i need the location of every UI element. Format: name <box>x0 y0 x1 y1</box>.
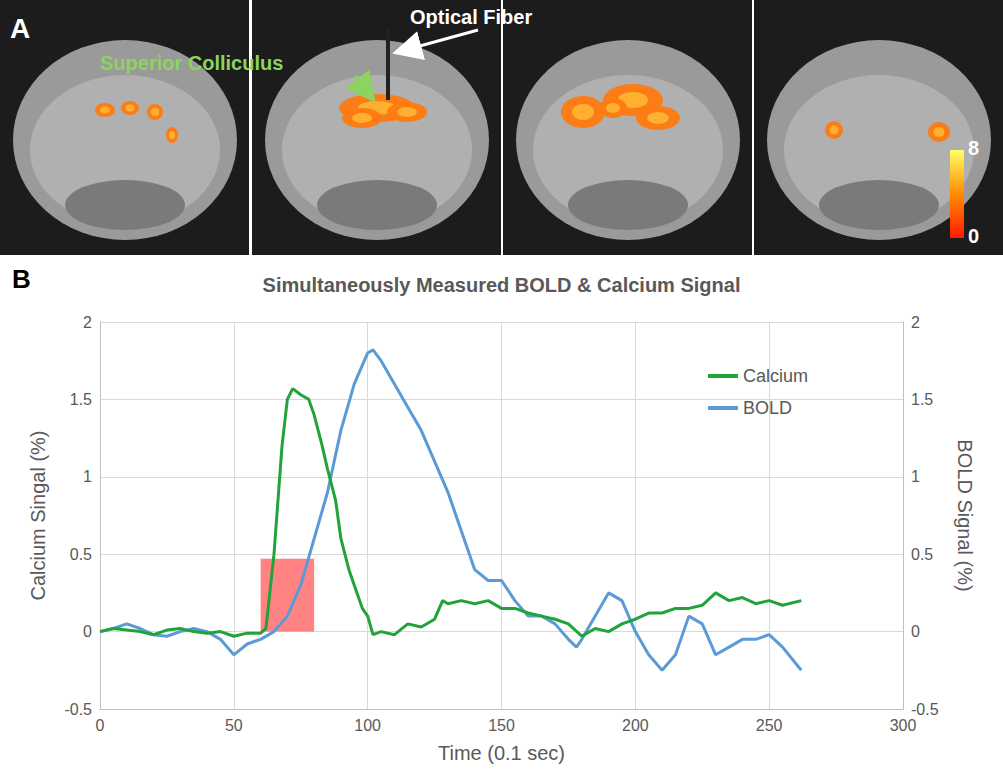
svg-text:0: 0 <box>911 623 920 640</box>
svg-text:200: 200 <box>622 717 649 734</box>
svg-text:Optical Fiber: Optical Fiber <box>410 6 532 28</box>
svg-text:Time (0.1 sec): Time (0.1 sec) <box>438 742 565 764</box>
svg-text:100: 100 <box>354 717 381 734</box>
svg-text:Calcium: Calcium <box>743 366 808 386</box>
svg-text:250: 250 <box>756 717 783 734</box>
svg-text:2: 2 <box>83 314 92 331</box>
svg-text:1: 1 <box>911 468 920 485</box>
svg-text:300: 300 <box>890 717 917 734</box>
svg-text:1: 1 <box>83 468 92 485</box>
svg-text:Simultaneously Measured BOLD &: Simultaneously Measured BOLD & Calcium S… <box>263 274 741 296</box>
svg-text:8: 8 <box>968 137 979 159</box>
svg-text:1.5: 1.5 <box>911 391 933 408</box>
svg-text:0.5: 0.5 <box>911 546 933 563</box>
svg-text:BOLD: BOLD <box>743 398 792 418</box>
svg-text:A: A <box>10 13 30 44</box>
svg-text:0.5: 0.5 <box>70 546 92 563</box>
svg-text:0: 0 <box>83 623 92 640</box>
svg-text:0: 0 <box>968 225 979 247</box>
svg-text:50: 50 <box>225 717 243 734</box>
svg-text:1.5: 1.5 <box>70 391 92 408</box>
svg-text:-0.5: -0.5 <box>64 701 92 718</box>
svg-text:-0.5: -0.5 <box>911 701 939 718</box>
svg-text:BOLD Signal (%): BOLD Signal (%) <box>954 439 976 591</box>
svg-text:B: B <box>12 264 31 294</box>
svg-text:2: 2 <box>911 314 920 331</box>
svg-text:150: 150 <box>488 717 515 734</box>
svg-text:0: 0 <box>96 717 105 734</box>
svg-text:Superior Colliculus: Superior Colliculus <box>100 52 283 74</box>
svg-text:Calcium Singal (%): Calcium Singal (%) <box>27 430 49 600</box>
